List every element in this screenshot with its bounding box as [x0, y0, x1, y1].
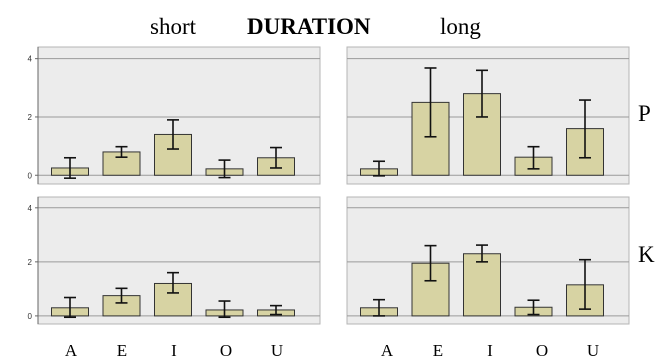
x-axis-labels-short: A E I O U	[65, 341, 283, 360]
x-label-short-u: U	[271, 341, 283, 360]
error-bar-p-long-o	[527, 145, 540, 170]
panel-p-long	[346, 46, 630, 185]
y-tick-label-p-short-2: 2	[28, 113, 33, 122]
panel-k-short: 0 2 4	[28, 196, 321, 325]
error-bar-p-short-i	[167, 119, 179, 150]
error-bar-k-long-u	[579, 258, 591, 310]
x-label-long-i: I	[487, 341, 493, 360]
error-bar-k-long-o	[527, 299, 540, 316]
y-tick-label-k-short-2: 2	[28, 258, 33, 267]
error-bar-p-long-i	[476, 69, 488, 118]
row-label-p: P	[638, 101, 651, 126]
error-bar-k-long-a	[373, 298, 385, 317]
x-label-short-e: E	[117, 341, 127, 360]
panels-group: 0 2 4 0 2 4	[28, 46, 630, 325]
error-bar-p-long-a	[373, 160, 385, 177]
error-bar-p-short-e	[115, 145, 128, 158]
x-axis-labels-long: A E I O U	[381, 341, 599, 360]
error-bar-k-long-e	[424, 244, 437, 282]
error-bar-k-short-i	[167, 271, 179, 294]
error-bar-p-long-u	[579, 99, 591, 159]
x-label-short-o: O	[220, 341, 232, 360]
panel-k-long	[346, 196, 630, 325]
x-label-short-i: I	[171, 341, 177, 360]
bar-k-long-i	[463, 253, 501, 317]
header-short: short	[150, 14, 197, 39]
x-label-short-a: A	[65, 341, 78, 360]
header-duration: DURATION	[247, 14, 371, 39]
x-label-long-o: O	[536, 341, 548, 360]
bar-p-long-e	[411, 101, 450, 176]
panel-p-short: 0 2 4	[28, 46, 321, 185]
y-tick-label-p-short-0: 0	[28, 171, 33, 180]
error-bar-k-short-o	[218, 300, 231, 319]
error-bar-k-short-u	[270, 304, 282, 316]
error-bar-k-long-i	[476, 244, 488, 263]
error-bar-p-short-a	[64, 156, 76, 179]
y-tick-label-k-short-4: 4	[28, 204, 33, 213]
y-tick-label-k-short-0: 0	[28, 312, 33, 321]
header-long: long	[440, 14, 481, 39]
error-bar-k-short-e	[115, 287, 128, 304]
x-label-long-a: A	[381, 341, 394, 360]
error-bar-p-short-o	[218, 159, 231, 179]
x-label-long-u: U	[587, 341, 599, 360]
x-label-long-e: E	[433, 341, 443, 360]
y-tick-label-p-short-4: 4	[28, 55, 33, 64]
row-label-k: K	[638, 242, 655, 267]
error-bar-p-short-u	[270, 146, 282, 169]
error-bar-p-long-e	[424, 67, 437, 138]
error-bar-k-short-a	[64, 296, 76, 319]
